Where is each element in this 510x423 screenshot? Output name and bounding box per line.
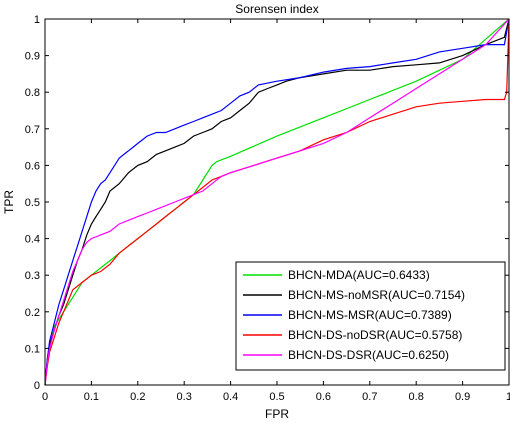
legend-entry-3: BHCN-MS-MSR(AUC=0.7389)	[288, 308, 452, 322]
legend-entry-5: BHCN-DS-DSR(AUC=0.6250)	[288, 348, 449, 362]
legend: BHCN-MDA(AUC=0.6433) BHCN-MS-noMSR(AUC=0.…	[235, 261, 506, 371]
x-axis-label: FPR	[265, 407, 289, 421]
y-tick-label: 0.9	[25, 51, 40, 63]
series-line-5	[44, 18, 510, 386]
x-tick-label: 0.6	[316, 391, 331, 403]
x-tick-label: 0.1	[84, 391, 99, 403]
series-line-4	[44, 18, 510, 386]
x-tick-label: 0.7	[362, 391, 377, 403]
legend-entry-4: BHCN-DS-noDSR(AUC=0.5758)	[288, 328, 462, 342]
chart-title: Sorensen index	[235, 2, 318, 16]
legend-entry-2: BHCN-MS-noMSR(AUC=0.7154)	[288, 288, 465, 302]
y-axis-ticks: 0 0.1 0.2 0.3 0.4 0.5 0.6 0.7 0.8 0.9 1	[25, 14, 509, 392]
legend-box	[235, 261, 506, 371]
y-tick-label: 0.8	[25, 87, 40, 99]
series-line-2	[44, 18, 510, 386]
y-tick-label: 0	[34, 380, 40, 392]
roc-curves	[44, 18, 510, 386]
y-tick-label: 0.7	[25, 124, 40, 136]
x-tick-label: 0.2	[130, 391, 145, 403]
y-tick-label: 0.6	[25, 160, 40, 172]
y-axis-label: TPR	[2, 190, 16, 214]
x-tick-label: 0.3	[177, 391, 192, 403]
x-tick-label: 0.5	[269, 391, 284, 403]
x-axis-ticks: 0 0.1 0.2 0.3 0.4 0.5 0.6 0.7 0.8 0.9 1	[42, 19, 510, 403]
y-tick-label: 1	[34, 14, 40, 26]
series-line-3	[44, 18, 510, 386]
x-tick-label: 0.8	[409, 391, 424, 403]
y-tick-label: 0.4	[25, 234, 40, 246]
legend-entry-1: BHCN-MDA(AUC=0.6433)	[288, 268, 430, 282]
x-tick-label: 0.9	[455, 391, 470, 403]
x-tick-label: 0	[42, 391, 48, 403]
x-tick-label: 1	[506, 391, 510, 403]
y-tick-label: 0.3	[25, 270, 40, 282]
y-tick-label: 0.2	[25, 307, 40, 319]
y-tick-label: 0.5	[25, 197, 40, 209]
x-tick-label: 0.4	[223, 391, 238, 403]
y-tick-label: 0.1	[25, 343, 40, 355]
